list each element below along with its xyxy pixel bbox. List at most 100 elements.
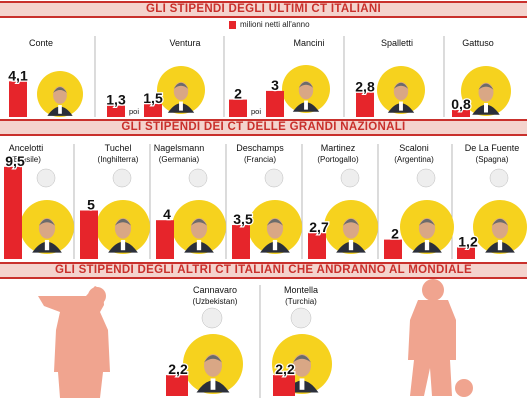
salary-bar-later [266, 90, 284, 117]
salary-bar [232, 225, 250, 259]
salary-label: 1,2 [458, 233, 478, 249]
coach-spalletti-face [393, 82, 409, 101]
coach-scaloni-hair [418, 218, 436, 226]
coach-tuchel-hair [114, 218, 132, 226]
title-band-2: GLI STIPENDI DEI CT DELLE GRANDI NAZIONA… [0, 119, 527, 136]
salary-label: 0,8 [451, 96, 471, 112]
coach-mancini-hair [298, 81, 314, 88]
coach-scaloni-face [418, 218, 436, 239]
salary-bar-later [144, 103, 162, 117]
coach-conte-face [53, 86, 67, 104]
coach-country: (Inghilterra) [98, 155, 139, 164]
coach-scaloni-avatar [412, 218, 442, 253]
salary-bar [229, 99, 247, 117]
coach-name: Nagelsmann [154, 143, 205, 153]
salary-label-later: 3 [271, 77, 279, 93]
salary-label: 2,2 [168, 361, 188, 377]
coach-tuchel-shirt [120, 239, 126, 251]
coach-spalletti-avatar [387, 82, 415, 113]
salary-bar [9, 81, 27, 117]
coach-name: Spalletti [381, 38, 413, 48]
coach-nagelsmann-face [190, 218, 208, 239]
coach-silhouette-left [38, 286, 110, 398]
coach-silhouette-right [408, 300, 456, 396]
coach-nagelsmann-hair [190, 218, 208, 226]
spain-flag-icon [489, 168, 509, 188]
coach-silhouette-left-head [88, 287, 106, 305]
salary-label: 4,1 [8, 67, 28, 83]
coach-gattuso-avatar [472, 82, 500, 115]
coach-conte-avatar [47, 86, 73, 116]
argentina-flag-icon [416, 168, 436, 188]
salary-bar [80, 210, 98, 259]
coach-gattuso-shirt [484, 103, 488, 113]
coach-cannavaro-shirt [210, 378, 216, 390]
legend: milioni netti all'anno [229, 20, 310, 29]
france-flag-icon [264, 168, 284, 188]
coach-martinez-avatar [336, 218, 366, 253]
coach-martinez-face [342, 218, 360, 239]
uzbekistan-flag-icon [201, 307, 223, 329]
coach-de-la-fuente-avatar [485, 218, 515, 253]
coach-name: Deschamps [236, 143, 284, 153]
coach-deschamps-face [266, 218, 284, 239]
salary-label: 2,2 [275, 361, 295, 377]
coach-name: Mancini [293, 38, 324, 48]
coach-silhouette-right-head [422, 279, 444, 301]
coach-country: (Francia) [244, 155, 276, 164]
legend-swatch [229, 20, 236, 29]
coach-ventura-face [173, 82, 189, 101]
coach-montella-shirt [299, 378, 305, 390]
coach-montella-hair [293, 355, 311, 363]
chart-2-title: GLI STIPENDI DEI CT DELLE GRANDI NAZIONA… [121, 121, 406, 133]
coach-country: (Brasile) [11, 155, 41, 164]
england-flag-icon [112, 168, 132, 188]
poi-note: poi [251, 107, 261, 116]
portugal-flag-icon [340, 168, 360, 188]
germany-flag-icon [188, 168, 208, 188]
salary-bar [452, 110, 470, 117]
coach-ventura-hair [173, 82, 189, 89]
coach-cannavaro-avatar [196, 354, 230, 393]
turkey-flag-icon [290, 307, 312, 329]
salary-label: 5 [87, 197, 95, 213]
salary-label: 4 [163, 206, 171, 222]
coach-conte-hair [53, 87, 67, 93]
coach-ancelotti-shirt [44, 239, 50, 251]
salary-bar [166, 375, 188, 396]
coach-ventura-shirt [179, 101, 183, 111]
coach-deschamps-avatar [260, 218, 290, 253]
coach-country: (Turchia) [285, 297, 317, 306]
coach-name: Conte [29, 38, 53, 48]
coach-conte-shirt [58, 105, 62, 114]
salary-bar [156, 220, 174, 259]
coach-de-la-fuente-hair [491, 218, 509, 226]
coach-country: (Uzbekistan) [193, 297, 238, 306]
coach-country: (Spagna) [476, 155, 509, 164]
salary-bar [308, 232, 326, 259]
coach-mancini-avatar [292, 81, 320, 112]
coach-tuchel-avatar [108, 218, 138, 253]
salary-label-later: 1,5 [143, 90, 163, 106]
salary-label: 2,8 [355, 79, 375, 95]
coach-ancelotti-hair [38, 218, 56, 226]
coach-mancini-face [298, 81, 314, 100]
coach-ancelotti-avatar [32, 218, 62, 253]
salary-bar [107, 105, 125, 117]
salary-label: 2 [391, 226, 399, 242]
salary-bar [4, 166, 22, 259]
coach-deschamps-shirt [272, 239, 278, 251]
coach-nagelsmann-shirt [196, 239, 202, 251]
coach-ancelotti-face [38, 218, 56, 239]
salary-bar [457, 247, 475, 259]
coach-name: Scaloni [399, 143, 429, 153]
coach-montella-face [293, 354, 311, 377]
salary-bar [356, 92, 374, 117]
coach-name: Ventura [169, 38, 200, 48]
title-band-1: GLI STIPENDI DEGLI ULTIMI CT ITALIANI [0, 1, 527, 18]
legend-label: milioni netti all'anno [240, 20, 310, 29]
coach-name: Martinez [321, 143, 356, 153]
salary-label: 9,5 [5, 153, 25, 169]
coach-de-la-fuente-face [491, 218, 509, 239]
